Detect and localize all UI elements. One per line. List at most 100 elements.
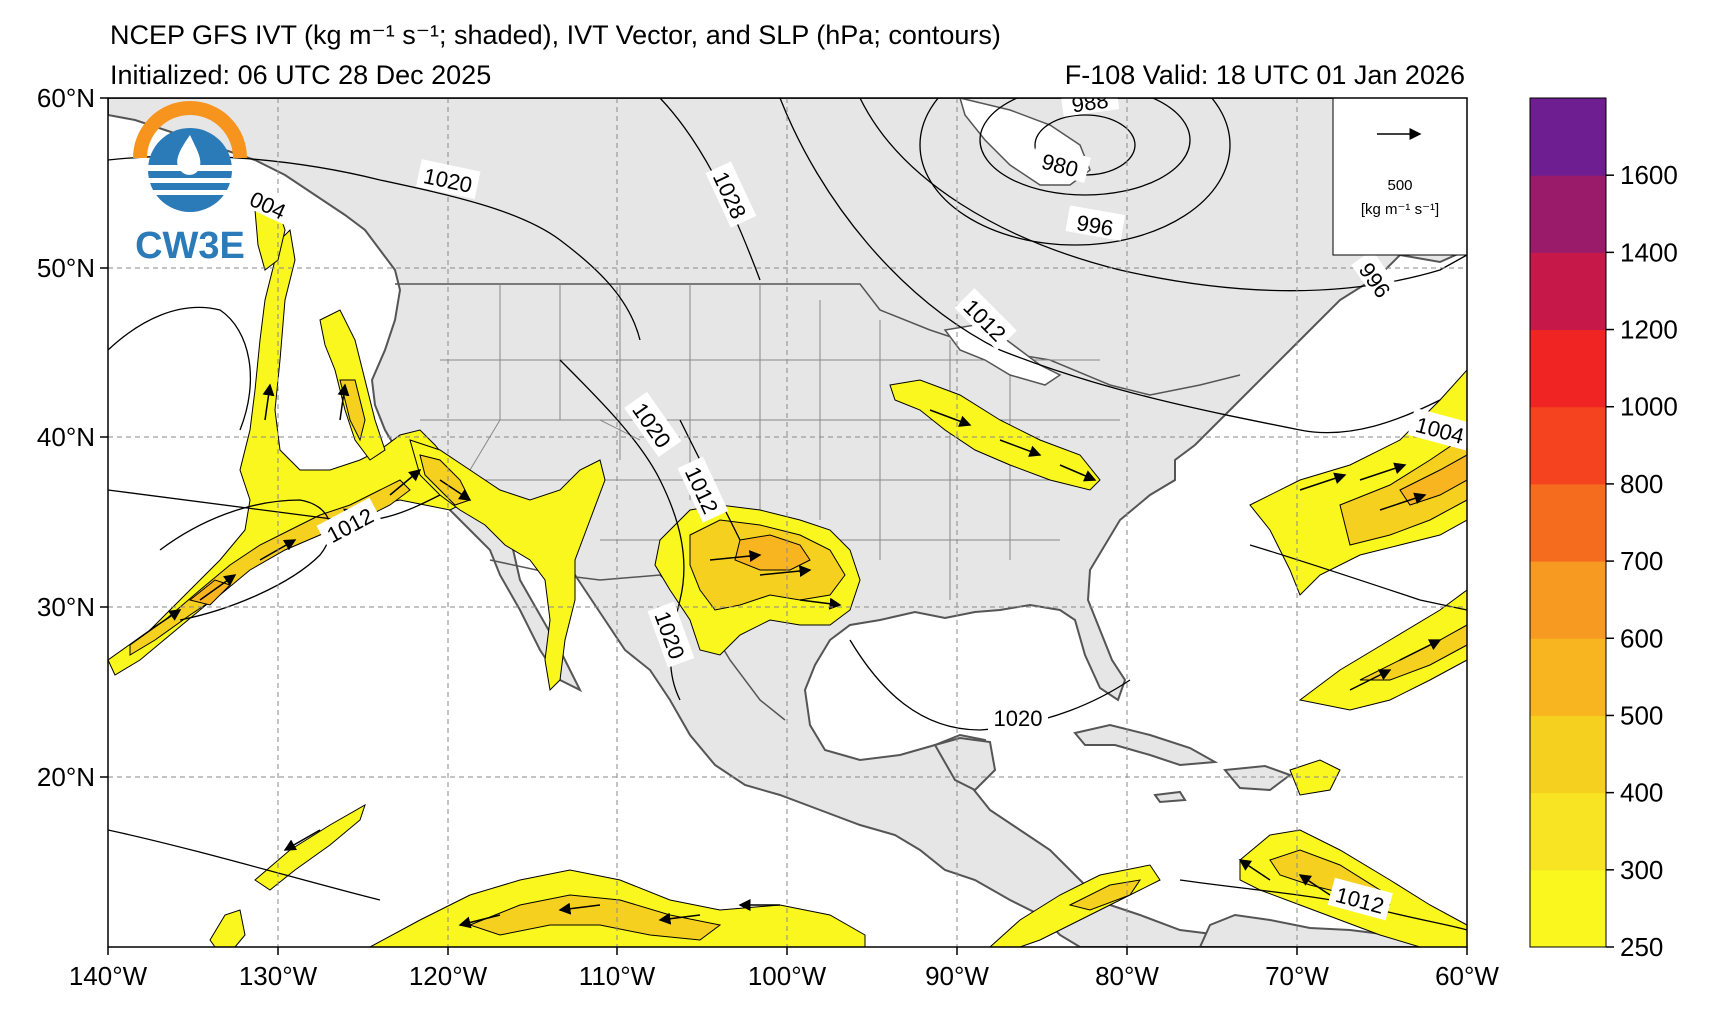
slp-pacific-west-1020 bbox=[108, 306, 252, 431]
slp-label: 988 bbox=[1060, 88, 1120, 118]
map-title: NCEP GFS IVT (kg m⁻¹ s⁻¹; shaded), IVT V… bbox=[110, 20, 1001, 50]
cw3e-logo: CW3E bbox=[133, 101, 247, 267]
ivt-vector bbox=[999, 439, 1042, 457]
colorbar-labels: 250 300 400 500 600 700 800 1000 1200 1400 1600 bbox=[1606, 160, 1678, 962]
ivt-vector bbox=[1399, 639, 1442, 661]
colorbar-segment bbox=[1530, 175, 1606, 253]
ivt-vector bbox=[558, 902, 601, 915]
colorbar-tick-label: 600 bbox=[1620, 623, 1663, 653]
lon-tick-label: 80°W bbox=[1095, 961, 1159, 991]
lon-tick-label: 90°W bbox=[925, 961, 989, 991]
colorbar-tick-label: 800 bbox=[1620, 469, 1663, 499]
vector-legend: 500 [kg m⁻¹ s⁻¹] bbox=[1332, 98, 1467, 256]
jamaica-land bbox=[1153, 790, 1187, 804]
colorbar-tick-label: 1400 bbox=[1620, 237, 1678, 267]
lon-tick-label: 120°W bbox=[409, 961, 488, 991]
lon-tick-label: 140°W bbox=[69, 961, 148, 991]
ivt-plume-tropical-pacific-core bbox=[468, 894, 722, 941]
lat-tick-label: 30°N bbox=[37, 592, 95, 622]
svg-text:1020: 1020 bbox=[994, 706, 1043, 731]
colorbar-segment bbox=[1530, 561, 1606, 639]
slp-1004 bbox=[859, 98, 1467, 292]
lon-tick-label: 60°W bbox=[1435, 961, 1499, 991]
slp-1012-pacific bbox=[108, 489, 441, 522]
ivt-plume-atlantic-max bbox=[1399, 454, 1467, 506]
cuba-land bbox=[1073, 723, 1219, 767]
colorbar-segment bbox=[1530, 715, 1606, 794]
lon-tick-label: 130°W bbox=[239, 961, 318, 991]
colorbar-segment bbox=[1530, 869, 1606, 948]
lon-tick-label: 110°W bbox=[579, 961, 656, 991]
valid-time: F-108 Valid: 18 UTC 01 Jan 2026 bbox=[1064, 60, 1465, 90]
ivt-plume-midwest bbox=[889, 379, 1101, 491]
ivt-colorbar bbox=[1530, 98, 1606, 948]
lat-tick-label: 20°N bbox=[37, 762, 95, 792]
lat-tick-label: 60°N bbox=[37, 83, 95, 113]
logo-text: CW3E bbox=[135, 225, 245, 267]
ivt-vector bbox=[1349, 669, 1392, 691]
ivt-vector bbox=[1299, 472, 1347, 491]
slp-label: 996 bbox=[1065, 205, 1126, 241]
ivt-vector bbox=[709, 550, 762, 563]
ivt-plume-central-america-core bbox=[1068, 879, 1142, 911]
colorbar-segment bbox=[1530, 252, 1606, 331]
logo-orange-arc bbox=[133, 101, 247, 159]
hispaniola-land bbox=[1223, 764, 1293, 792]
map-area: 1020 1028 988 980 996 004 1012 1020 1012… bbox=[108, 88, 1467, 947]
colorbar-tick-label: 700 bbox=[1620, 546, 1663, 576]
ivt-vector bbox=[458, 914, 501, 929]
ivt-vector bbox=[262, 383, 275, 421]
colorbar-tick-label: 1000 bbox=[1620, 392, 1678, 422]
colorbar-tick-label: 400 bbox=[1620, 778, 1663, 808]
colorbar-frame bbox=[1529, 97, 1607, 948]
colorbar-tick-label: 500 bbox=[1620, 700, 1663, 730]
axis-ticks bbox=[100, 97, 1468, 955]
graticule bbox=[108, 98, 1467, 947]
colorbar-segment bbox=[1530, 483, 1606, 562]
ivt-vector bbox=[759, 565, 812, 578]
svg-text:988: 988 bbox=[1070, 88, 1110, 118]
slp-south-pacific bbox=[108, 829, 381, 901]
colorbar-segment bbox=[1530, 329, 1606, 408]
colorbar-segment bbox=[1530, 406, 1606, 485]
ivt-vector bbox=[1359, 462, 1407, 481]
slp-low-996 bbox=[919, 98, 1231, 246]
ivt-vector bbox=[799, 597, 842, 610]
colorbar-segment bbox=[1530, 98, 1606, 176]
slp-1020-gulf bbox=[849, 639, 1131, 731]
slp-label: 1020 bbox=[988, 703, 1048, 731]
lat-tick-label: 40°N bbox=[37, 422, 95, 452]
ivt-vector bbox=[1298, 874, 1331, 896]
colorbar-segment bbox=[1530, 638, 1606, 716]
lon-tick-label: 100°W bbox=[748, 961, 827, 991]
ivt-plume-atlantic bbox=[1249, 369, 1467, 596]
colorbar-tick-label: 300 bbox=[1620, 855, 1663, 885]
colorbar-segment bbox=[1530, 792, 1606, 871]
colorbar-tick-label: 1200 bbox=[1620, 315, 1678, 345]
lat-tick-label: 50°N bbox=[37, 253, 95, 283]
ivt-plume-atlantic-south bbox=[1298, 589, 1467, 711]
slp-1012-north bbox=[779, 98, 1441, 434]
latitude-labels: 60°N 50°N 40°N 30°N 20°N bbox=[37, 83, 95, 792]
initialized-time: Initialized: 06 UTC 28 Dec 2025 bbox=[110, 60, 492, 90]
ivt-vector bbox=[149, 609, 182, 631]
slp-low-988 bbox=[979, 98, 1191, 196]
colorbar-tick-label: 1600 bbox=[1620, 160, 1678, 190]
ivt-vector bbox=[1379, 492, 1427, 511]
slp-1012-atlantic bbox=[1249, 544, 1467, 611]
ivt-vector bbox=[337, 383, 350, 421]
yucatan-land bbox=[933, 736, 997, 792]
lon-tick-label: 70°W bbox=[1265, 961, 1329, 991]
ivt-vector bbox=[283, 829, 321, 851]
legend-units: [kg m⁻¹ s⁻¹] bbox=[1361, 201, 1439, 218]
ivt-vectors bbox=[149, 383, 1442, 929]
logo-drop-icon bbox=[177, 135, 201, 175]
ivt-vector bbox=[439, 479, 472, 501]
ivt-vector bbox=[1059, 464, 1097, 482]
slp-label: 980 bbox=[1030, 143, 1091, 183]
longitude-labels: 140°W 130°W 120°W 110°W 100°W 90°W 80°W … bbox=[69, 961, 1500, 991]
ivt-vector bbox=[199, 574, 237, 601]
ivt-vector bbox=[389, 469, 422, 496]
legend-value: 500 bbox=[1387, 177, 1412, 194]
